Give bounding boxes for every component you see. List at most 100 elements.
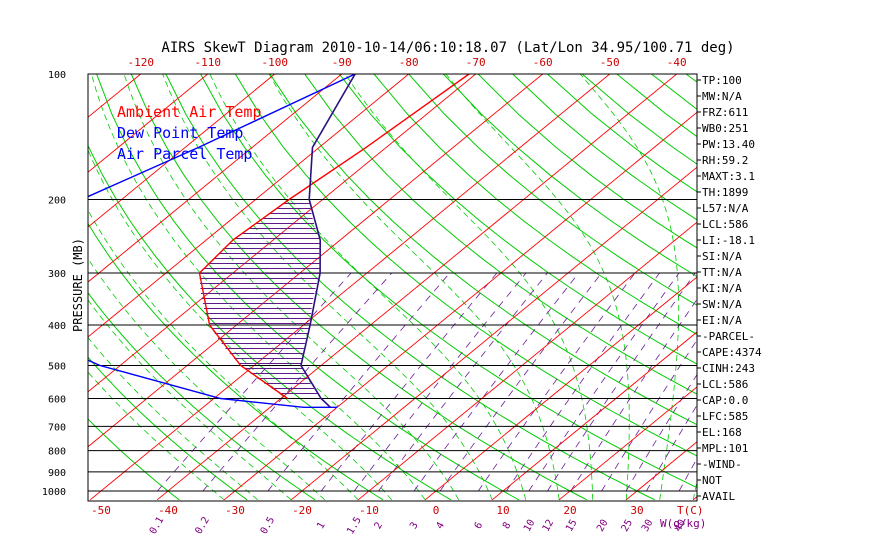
dry-adiabat — [790, 74, 870, 500]
pressure-tick-label: 600 — [48, 394, 66, 405]
mixing-ratio-line — [413, 272, 579, 492]
mixing-ratio-tick-label: 2 — [373, 520, 386, 531]
legend: Ambient Air Temp Dew Point Temp Air Parc… — [117, 103, 262, 163]
side-panel-item: MW:N/A — [702, 90, 742, 103]
pressure-tick-label: 400 — [48, 321, 66, 332]
series-layer — [88, 74, 470, 408]
mixing-ratio-unit-label: W(g/kg) — [660, 517, 706, 530]
mixing-ratio-line — [202, 272, 393, 492]
series-air-parcel-temp — [300, 74, 356, 408]
dry-adiabat — [512, 74, 697, 221]
dry-adiabat — [860, 74, 870, 500]
moist-adiabat — [123, 74, 460, 501]
bottom-temp-tick-label: 10 — [496, 504, 509, 517]
moist-adiabat — [91, 74, 426, 501]
side-panel-item: NOT — [702, 474, 722, 487]
isotherm — [89, 74, 611, 501]
moist-adiabat — [88, 257, 325, 501]
moist-adiabat — [209, 74, 527, 500]
side-panel-item: TP:100 — [702, 74, 742, 87]
mixing-ratio-tick-label: 0.1 — [148, 515, 167, 536]
mixing-ratio-line — [528, 272, 680, 492]
moist-adiabat — [88, 336, 258, 501]
dry-adiabat — [165, 74, 656, 501]
side-panel-item: CINH:243 — [702, 362, 755, 375]
isotherm — [88, 74, 343, 283]
dry-adiabat — [200, 74, 697, 489]
dry-adiabat — [88, 356, 248, 501]
pressure-tick-label: 300 — [48, 269, 66, 280]
dry-adiabat — [88, 418, 180, 501]
mixing-ratio-tick-label: 3 — [408, 520, 421, 531]
dry-adiabat — [651, 74, 697, 111]
top-temp-tick-label: -50 — [600, 56, 620, 69]
isotherm — [491, 331, 697, 501]
moist-adiabat — [162, 74, 493, 500]
y-axis-label: PRESSURE (MB) — [71, 238, 85, 332]
mixing-ratio-tick-label: 12 — [541, 518, 557, 534]
mixing-ratio-tick-label: 8 — [501, 520, 514, 531]
side-panel-item: -PARCEL- — [702, 330, 755, 343]
side-panel-item: EL:168 — [702, 426, 742, 439]
top-temp-tick-label: -40 — [667, 56, 687, 69]
moist-adiabat — [344, 74, 594, 500]
mixing-ratio-tick-label: 20 — [595, 518, 611, 534]
dry-adiabat — [234, 74, 697, 457]
legend-air-parcel-temp: Air Parcel Temp — [117, 145, 252, 163]
isotherm — [88, 74, 477, 393]
dry-adiabat — [408, 74, 697, 306]
isotherm — [88, 74, 410, 338]
bottom-temp-tick-label: -50 — [91, 504, 111, 517]
series-ambient-air-temp — [198, 74, 470, 400]
dry-adiabat — [443, 74, 697, 278]
top-temp-tick-label: -120 — [127, 56, 154, 69]
top-temp-tick-label: -110 — [194, 56, 221, 69]
moist-adiabat — [268, 74, 560, 500]
bottom-temp-tick-label: -40 — [158, 504, 178, 517]
mixing-ratio-tick-label: 30 — [640, 518, 656, 534]
pressure-tick-label: 500 — [48, 361, 66, 372]
mixing-ratio-tick-label: 15 — [564, 518, 580, 534]
grid-layer — [88, 74, 870, 501]
side-panel-item: LCL:586 — [702, 218, 748, 231]
isotherm — [88, 74, 544, 448]
mixing-ratio-line — [157, 272, 352, 492]
pressure-tick-label: 1000 — [42, 487, 66, 498]
mixing-ratio-line — [506, 272, 660, 492]
pressure-tick-label: 800 — [48, 447, 66, 458]
isotherm — [357, 221, 697, 501]
side-panel: TP:100 MW:N/A FRZ:611 WB0:251 PW:13.40 RH:59.… — [697, 74, 762, 503]
dry-adiabat — [477, 74, 697, 249]
x-unit-label: T(C) — [677, 504, 704, 517]
pressure-tick-label: 200 — [48, 196, 66, 207]
mixing-ratio-line — [320, 272, 498, 492]
side-panel-item: PW:13.40 — [702, 138, 755, 151]
dry-adiabat — [269, 74, 697, 426]
bottom-temp-tick-label: 0 — [433, 504, 440, 517]
mixing-ratio-tick-label: 10 — [522, 518, 538, 534]
mixing-ratio-line — [267, 272, 451, 492]
isotherm — [156, 74, 678, 501]
bottom-temp-tick-label: 30 — [630, 504, 643, 517]
dry-adiabat — [130, 74, 588, 501]
mixing-ratio-line — [625, 373, 697, 492]
mixing-ratio-line — [601, 339, 697, 492]
dry-adiabat — [825, 74, 870, 500]
isotherm — [88, 74, 276, 228]
pressure-tick-label: 900 — [48, 468, 66, 479]
side-panel-item: FRZ:611 — [702, 106, 748, 119]
cape-hatch-layer — [199, 203, 320, 394]
bottom-temp-tick-label: -20 — [292, 504, 312, 517]
isotherm — [88, 74, 142, 118]
chart-title: AIRS SkewT Diagram 2010-10-14/06:10:18.0… — [161, 40, 734, 56]
isotherm — [558, 386, 697, 501]
bottom-temp-tick-label: 20 — [563, 504, 576, 517]
dry-adiabat — [96, 74, 520, 501]
side-panel-item: MPL:101 — [702, 442, 748, 455]
isotherm — [290, 166, 697, 501]
top-temp-tick-label: -60 — [533, 56, 553, 69]
side-panel-item: SI:N/A — [702, 250, 742, 263]
mixing-ratio-line — [439, 272, 602, 492]
